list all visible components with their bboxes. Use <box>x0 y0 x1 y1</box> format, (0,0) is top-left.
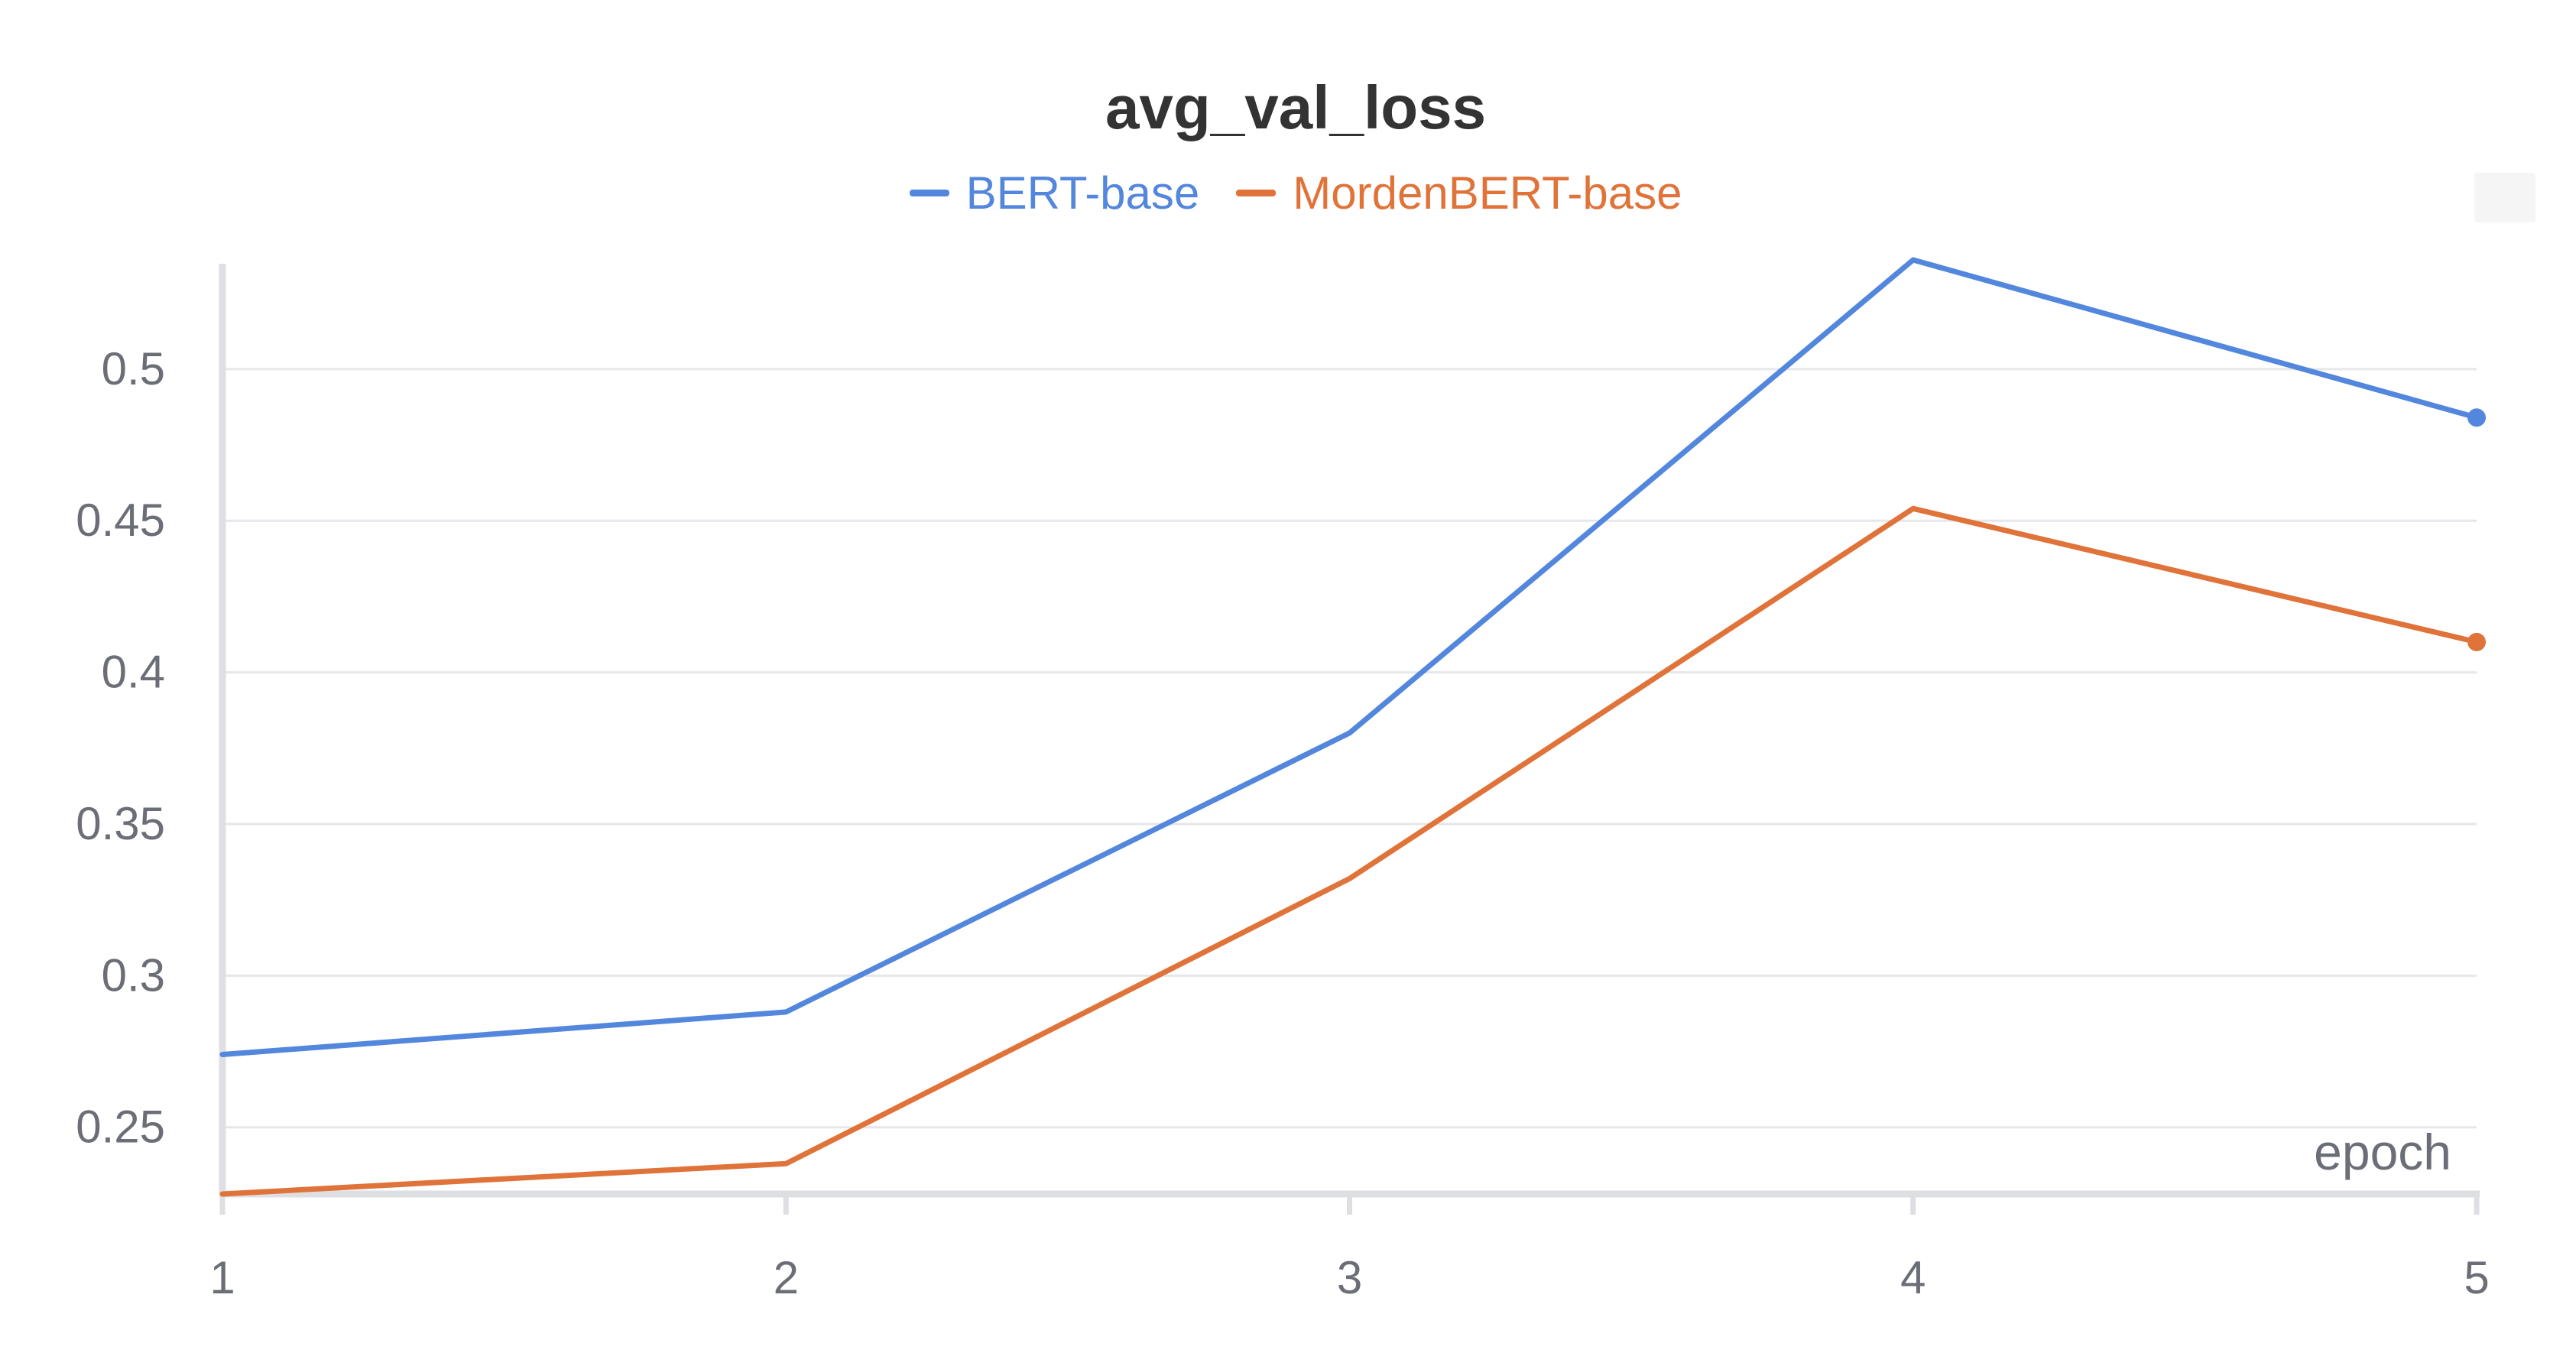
legend-swatch-mordenbert-base <box>1236 190 1277 196</box>
legend-item-bert-base[interactable]: BERT-base <box>909 167 1200 219</box>
x-tick-label: 4 <box>1900 1252 1926 1303</box>
panel-menu-handle[interactable] <box>2474 173 2535 222</box>
legend-item-mordenbert-base[interactable]: MordenBERT-base <box>1236 167 1682 219</box>
series-line-mordenbert-base <box>219 505 2480 1197</box>
x-axis-label: epoch <box>2314 1124 2451 1180</box>
chart-title: avg_val_loss <box>1105 73 1487 141</box>
legend: BERT-base MordenBERT-base <box>0 167 2576 219</box>
legend-label-bert-base: BERT-base <box>965 167 1200 219</box>
y-tick-label: 0.5 <box>102 343 165 394</box>
legend-label-mordenbert-base: MordenBERT-base <box>1293 167 1682 219</box>
x-tick-label: 5 <box>2464 1252 2489 1303</box>
series-end-point-mordenbert-base <box>2467 632 2486 651</box>
legend-swatch-bert-base <box>909 190 949 196</box>
y-tick-label: 0.3 <box>102 949 165 1001</box>
series-line-bert-base <box>219 257 2480 1057</box>
y-tick-label: 0.4 <box>102 647 165 698</box>
y-tick-label: 0.45 <box>76 495 165 546</box>
x-tick-label: 3 <box>1337 1252 1362 1303</box>
y-tick-label: 0.25 <box>76 1102 165 1153</box>
x-tick-label: 1 <box>209 1252 235 1303</box>
y-tick-label: 0.35 <box>76 798 165 849</box>
x-tick-label: 2 <box>774 1252 799 1303</box>
series-end-point-bert-base <box>2467 408 2486 427</box>
